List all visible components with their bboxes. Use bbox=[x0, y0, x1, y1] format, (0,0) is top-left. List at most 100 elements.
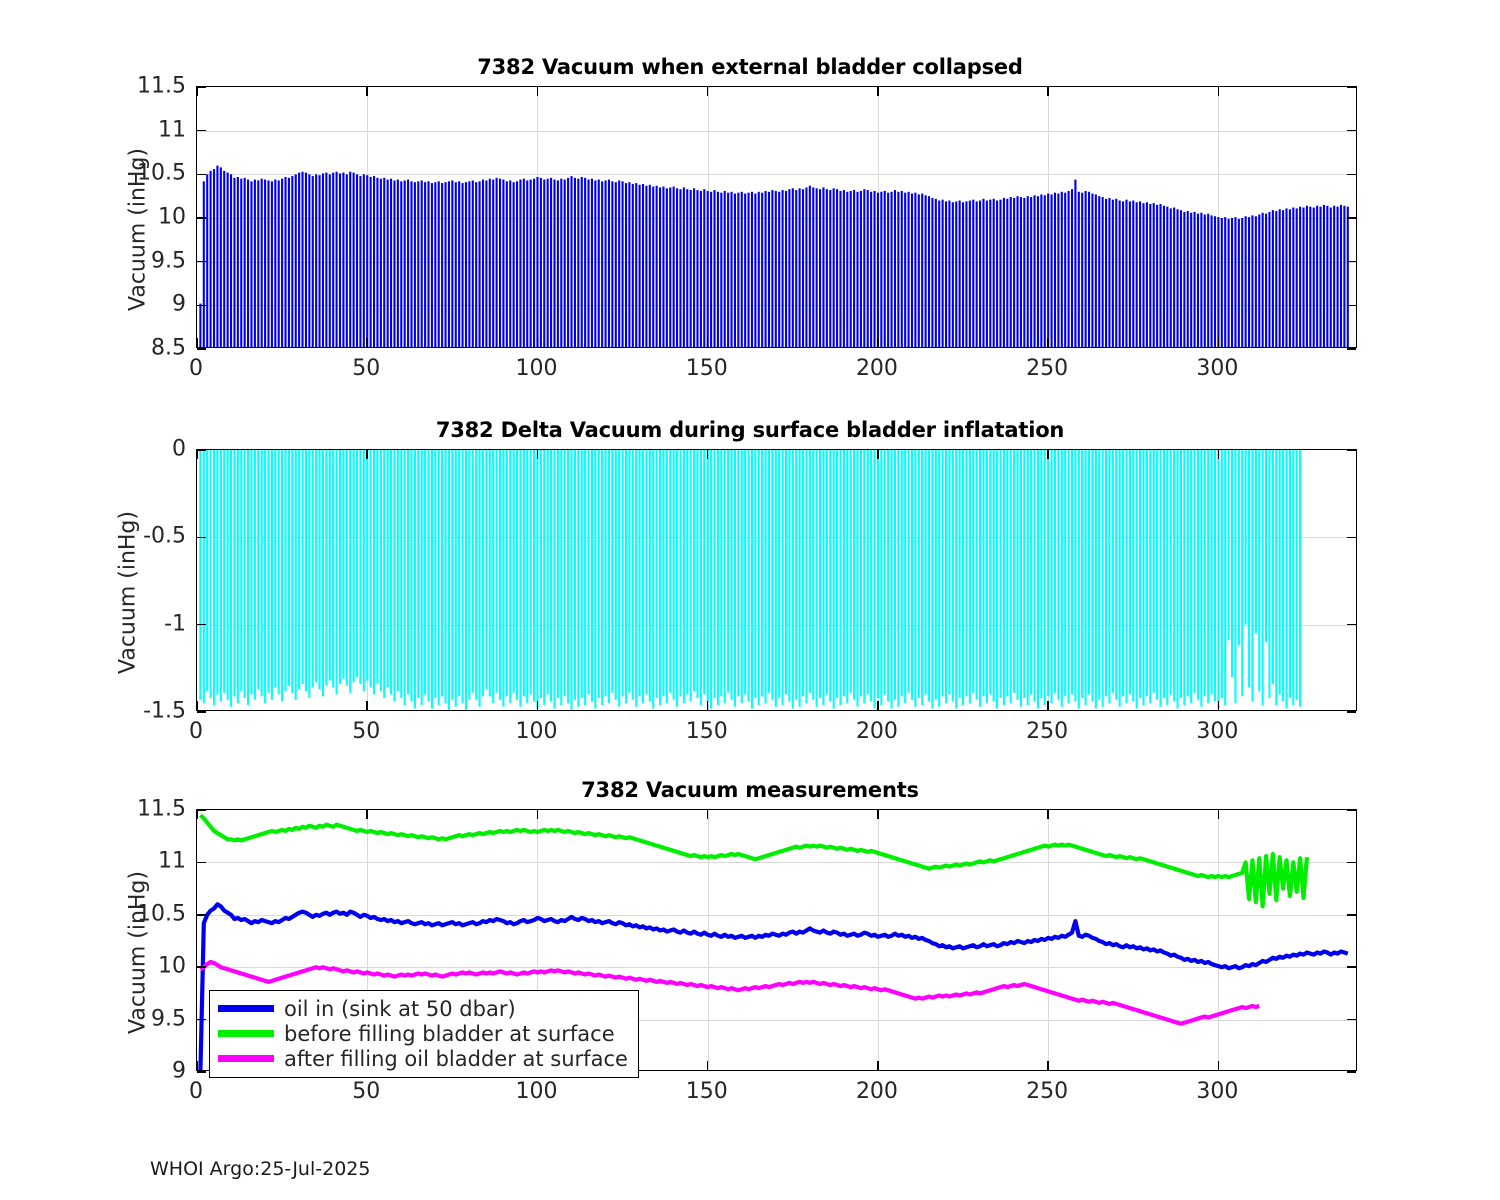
bar bbox=[658, 187, 662, 347]
bar bbox=[624, 183, 628, 347]
bar bbox=[1070, 450, 1074, 695]
bar bbox=[815, 188, 818, 347]
legend-item[interactable]: before filling bladder at surface bbox=[218, 1021, 628, 1046]
bar bbox=[546, 178, 549, 347]
bar bbox=[1139, 450, 1142, 699]
bar bbox=[597, 179, 600, 347]
bar bbox=[441, 183, 444, 347]
bar bbox=[839, 190, 842, 347]
line-series-2 bbox=[199, 959, 1260, 1026]
bar bbox=[229, 174, 233, 347]
bar bbox=[1271, 450, 1274, 685]
bar bbox=[638, 450, 641, 697]
bar bbox=[1023, 450, 1026, 699]
bar bbox=[778, 191, 781, 347]
bar bbox=[1282, 450, 1285, 702]
x-axis-tick bbox=[366, 87, 369, 96]
bar bbox=[475, 450, 478, 700]
bar bbox=[298, 172, 301, 347]
bar bbox=[781, 190, 784, 347]
bar bbox=[563, 450, 566, 697]
bar bbox=[1036, 196, 1040, 347]
bar bbox=[447, 450, 450, 710]
bar bbox=[1268, 450, 1271, 699]
bar bbox=[1217, 450, 1220, 709]
bar bbox=[795, 450, 798, 700]
bar bbox=[543, 450, 546, 706]
bar bbox=[1336, 206, 1339, 347]
bar bbox=[910, 450, 914, 700]
x-axis-tick bbox=[366, 701, 369, 710]
bar bbox=[1033, 450, 1036, 702]
bar bbox=[1186, 450, 1189, 697]
bar bbox=[614, 450, 617, 700]
bar bbox=[291, 450, 294, 693]
legend-item[interactable]: oil in (sink at 50 dbar) bbox=[218, 996, 628, 1021]
bar bbox=[611, 181, 614, 347]
bar bbox=[1006, 450, 1009, 697]
bar bbox=[723, 190, 726, 347]
x-axis-tick bbox=[366, 338, 369, 347]
bar bbox=[985, 450, 988, 704]
legend-item[interactable]: after filling oil bladder at surface bbox=[218, 1046, 628, 1071]
bar bbox=[1292, 450, 1295, 706]
gridline-horizontal bbox=[197, 862, 1356, 864]
bar bbox=[1132, 200, 1135, 347]
bar bbox=[386, 179, 389, 347]
gridline-vertical bbox=[877, 810, 879, 1070]
bar bbox=[1135, 450, 1138, 709]
bar bbox=[573, 450, 576, 700]
bar bbox=[611, 450, 614, 693]
bar bbox=[233, 177, 236, 347]
bar bbox=[1156, 450, 1159, 700]
bar bbox=[451, 180, 454, 347]
bar bbox=[890, 450, 893, 709]
bar bbox=[1278, 209, 1281, 347]
bar bbox=[274, 179, 277, 347]
bar bbox=[458, 181, 461, 347]
bar bbox=[1132, 450, 1135, 702]
bar bbox=[1173, 207, 1176, 347]
bar bbox=[1084, 190, 1087, 347]
bar bbox=[1162, 450, 1165, 699]
bar bbox=[1200, 212, 1203, 347]
bar bbox=[975, 201, 978, 347]
bar bbox=[369, 176, 372, 347]
bar bbox=[1145, 202, 1148, 347]
bar bbox=[757, 191, 760, 347]
bar bbox=[471, 450, 474, 693]
bar bbox=[1128, 450, 1131, 695]
bar bbox=[733, 193, 736, 347]
bar bbox=[1006, 198, 1009, 347]
bar bbox=[910, 193, 914, 347]
bar bbox=[539, 177, 542, 347]
y-tick-label: 10.5 bbox=[137, 160, 186, 186]
bar bbox=[934, 450, 937, 700]
bar bbox=[989, 199, 992, 347]
bar bbox=[301, 450, 304, 685]
bar bbox=[560, 450, 563, 706]
bar bbox=[819, 189, 822, 347]
bar bbox=[859, 190, 862, 347]
panel-vacuum-collapsed: 7382 Vacuum when external bladder collap… bbox=[0, 55, 1500, 395]
bar bbox=[767, 450, 771, 693]
bar bbox=[791, 188, 794, 347]
bar bbox=[703, 450, 706, 695]
x-axis-tick bbox=[1217, 338, 1220, 347]
bar bbox=[1247, 217, 1251, 347]
x-tick-label: 0 bbox=[189, 719, 203, 744]
y-axis-tick bbox=[197, 966, 206, 968]
panel3-ylabel: Vacuum (inHg) bbox=[125, 871, 151, 1034]
bar bbox=[345, 174, 348, 347]
x-axis-tick bbox=[706, 701, 709, 710]
bar bbox=[1227, 450, 1230, 641]
bar bbox=[407, 179, 410, 347]
bar bbox=[1217, 217, 1220, 347]
bar bbox=[328, 174, 331, 347]
y-axis-tick bbox=[1347, 304, 1356, 307]
bar bbox=[679, 189, 682, 347]
bar bbox=[1268, 211, 1271, 347]
bar bbox=[304, 172, 307, 347]
bar bbox=[754, 450, 757, 699]
bar bbox=[366, 450, 369, 681]
